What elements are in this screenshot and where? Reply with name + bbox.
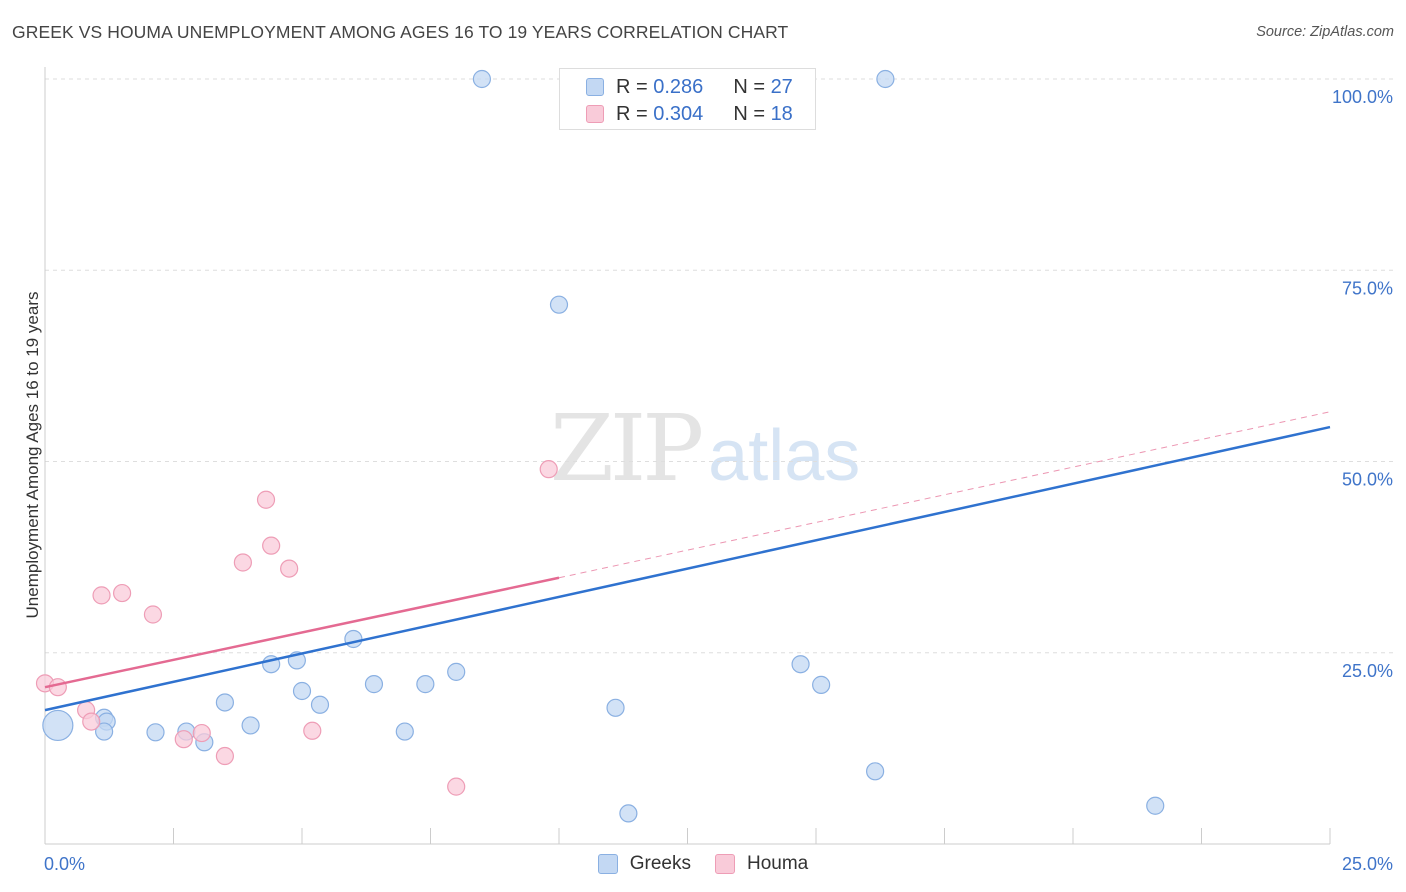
greeks-point-11: [292, 681, 312, 701]
greeks-point-19: [549, 295, 569, 314]
greeks-legend-label: Greeks: [629, 853, 691, 874]
houma-point-16: [539, 460, 558, 479]
greeks-point-3: [95, 722, 114, 741]
houma-legend-swatch: [715, 854, 735, 874]
houma-swatch: [586, 105, 604, 123]
greeks-r-value: 0.286: [653, 75, 704, 98]
greeks-point-14: [364, 675, 384, 694]
greeks-point-21: [619, 804, 638, 823]
series-legend: Greeks Houma: [0, 850, 1406, 878]
houma-point-1: [48, 678, 67, 697]
greeks-point-24: [812, 675, 831, 694]
houma-point-6: [143, 605, 163, 624]
correlation-legend: R = 0.286 N = 27 R = 0.304 N = 18: [559, 68, 816, 130]
greeks-point-23: [791, 655, 810, 674]
houma-point-9: [215, 746, 234, 766]
houma-point-14: [303, 721, 322, 740]
legend-row-greeks: R = 0.286 N = 27: [586, 75, 793, 99]
houma-point-7: [174, 730, 193, 749]
greeks-point-8: [241, 716, 260, 735]
legend-item-greeks: Greeks: [597, 853, 691, 875]
greeks-legend-swatch: [597, 854, 618, 874]
legend-row-houma: R = 0.304 N = 18: [586, 102, 793, 126]
greeks-point-26: [876, 69, 895, 89]
greeks-point-13: [344, 629, 363, 649]
y-axis-label: Unemployment Among Ages 16 to 19 years: [23, 292, 42, 619]
houma-trend-line: [44, 576, 560, 689]
houma-point-15: [447, 777, 466, 796]
houma-point-10: [233, 553, 252, 572]
greeks-point-25: [866, 762, 885, 781]
greeks-point-17: [447, 662, 466, 681]
y-tick-label-1: 50.0%: [1342, 470, 1393, 490]
source-label: Source: ZipAtlas.com: [1256, 24, 1394, 40]
houma-trend-extension: [558, 411, 1331, 579]
greeks-point-18: [472, 69, 491, 89]
houma-r-label: R =: [616, 102, 648, 125]
houma-r-value: 0.304: [653, 102, 704, 125]
greeks-point-20: [606, 698, 625, 717]
houma-point-12: [262, 536, 281, 555]
greeks-point-12: [310, 695, 330, 714]
greeks-r-label: R =: [616, 75, 648, 98]
greeks-point-0: [42, 709, 74, 742]
greeks-trend-line: [44, 425, 1331, 712]
greeks-point-16: [416, 675, 435, 694]
houma-point-4: [92, 586, 111, 605]
houma-point-8: [192, 723, 211, 743]
greeks-n-label: N =: [733, 75, 765, 98]
houma-n-value: 18: [770, 102, 793, 125]
houma-n-label: N =: [733, 102, 765, 125]
y-tick-label-2: 75.0%: [1342, 278, 1393, 298]
greeks-point-7: [215, 693, 234, 712]
y-tick-label-3: 100.0%: [1332, 87, 1393, 107]
greeks-swatch: [586, 78, 604, 96]
chart-title: GREEK VS HOUMA UNEMPLOYMENT AMONG AGES 1…: [12, 22, 789, 42]
greeks-point-4: [146, 723, 165, 742]
x-tick-label-0: 0.0%: [44, 854, 85, 874]
houma-legend-label: Houma: [747, 853, 809, 874]
houma-point-13: [280, 559, 299, 578]
greeks-n-value: 27: [770, 75, 793, 98]
houma-point-5: [112, 583, 132, 603]
houma-point-3: [82, 712, 101, 731]
greeks-point-15: [395, 722, 414, 741]
greeks-point-27: [1146, 796, 1165, 815]
legend-item-houma: Houma: [715, 853, 808, 875]
y-tick-label-0: 25.0%: [1342, 661, 1393, 681]
x-tick-label-1: 25.0%: [1342, 854, 1393, 874]
houma-point-11: [256, 490, 276, 509]
